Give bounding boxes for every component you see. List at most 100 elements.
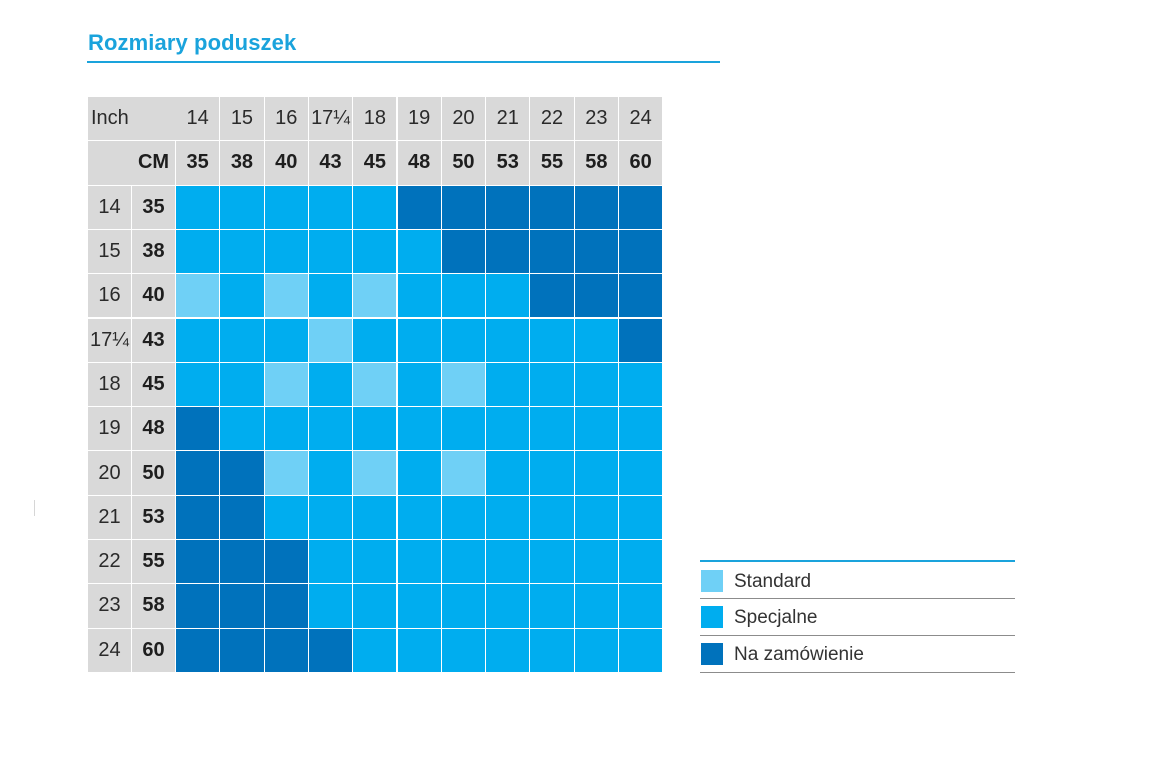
row-header-inch: 15	[88, 229, 132, 275]
size-cell	[397, 628, 442, 673]
column-header-inch: 22	[530, 97, 575, 142]
size-cell	[220, 495, 265, 540]
column-header-cm: 40	[264, 141, 309, 186]
size-cell	[353, 495, 398, 540]
size-cell	[619, 185, 664, 230]
size-cell	[574, 540, 619, 585]
inch-header: Inch	[88, 97, 176, 142]
legend-item-specjalne: Specjalne	[700, 600, 1015, 637]
size-cell	[220, 318, 265, 363]
column-header-cm: 60	[619, 141, 664, 186]
size-cell	[220, 451, 265, 496]
row-header-inch: 14	[88, 185, 132, 230]
column-header-inch: 18	[353, 97, 398, 142]
size-cell	[486, 362, 531, 408]
size-cell	[486, 451, 531, 496]
size-cell	[308, 584, 354, 629]
column-header-inch: 17¼	[308, 97, 354, 142]
size-cell	[441, 362, 487, 408]
size-cell	[264, 451, 309, 496]
size-cell	[486, 274, 531, 319]
column-header-cm: 58	[574, 141, 619, 186]
legend-label-na-zamowienie: Na zamówienie	[734, 644, 864, 665]
size-cell	[619, 229, 664, 275]
size-cell	[574, 451, 619, 496]
size-cell	[441, 407, 487, 452]
size-cell	[574, 628, 619, 673]
size-cell	[176, 362, 221, 408]
size-cell	[353, 451, 398, 496]
size-cell	[530, 451, 575, 496]
column-header-cm: 50	[441, 141, 487, 186]
size-cell	[530, 318, 575, 363]
size-cell	[574, 362, 619, 408]
column-header-cm: 53	[486, 141, 531, 186]
size-cell	[353, 628, 398, 673]
size-cell	[486, 584, 531, 629]
size-cell	[220, 584, 265, 629]
size-cell	[176, 185, 221, 230]
size-cell	[308, 229, 354, 275]
size-cell	[308, 495, 354, 540]
legend-top-rule	[700, 560, 1015, 562]
size-cell	[308, 318, 354, 363]
size-cell	[619, 451, 664, 496]
legend-swatch-specjalne	[701, 606, 723, 628]
size-cell	[397, 540, 442, 585]
size-cell	[353, 540, 398, 585]
size-cell	[264, 628, 309, 673]
cm-header: CM	[132, 141, 176, 186]
size-cell	[220, 229, 265, 275]
size-cell	[176, 274, 221, 319]
size-cell	[530, 584, 575, 629]
size-cell	[220, 407, 265, 452]
size-cell	[486, 185, 531, 230]
size-cell	[397, 318, 442, 363]
size-cell	[397, 362, 442, 408]
legend-rule	[700, 598, 1015, 599]
column-header-cm: 38	[220, 141, 265, 186]
size-cell	[176, 451, 221, 496]
size-cell	[264, 407, 309, 452]
size-cell	[441, 274, 487, 319]
size-cell	[264, 274, 309, 319]
size-cell	[397, 451, 442, 496]
size-cell	[308, 451, 354, 496]
size-cell	[308, 362, 354, 408]
size-cell	[530, 407, 575, 452]
column-header-inch: 21	[486, 97, 531, 142]
size-cell	[530, 185, 575, 230]
header-spacer	[88, 141, 132, 186]
legend-rule	[700, 672, 1015, 673]
column-header-inch: 23	[574, 97, 619, 142]
row-header-inch: 19	[88, 407, 132, 452]
size-cell	[397, 229, 442, 275]
column-header-inch: 16	[264, 97, 309, 142]
row-header-cm: 53	[132, 495, 176, 540]
size-cell	[486, 495, 531, 540]
size-cell	[353, 407, 398, 452]
size-cell	[619, 362, 664, 408]
row-header-inch: 16	[88, 274, 132, 319]
size-cell	[530, 362, 575, 408]
row-header-inch: 22	[88, 540, 132, 585]
size-cell	[619, 584, 664, 629]
size-cell	[353, 229, 398, 275]
size-cell	[264, 362, 309, 408]
size-cell	[441, 229, 487, 275]
size-cell	[619, 628, 664, 673]
row-header-inch: 24	[88, 628, 132, 673]
size-cell	[308, 407, 354, 452]
size-cell	[574, 185, 619, 230]
size-cell	[530, 495, 575, 540]
column-header-inch: 14	[176, 97, 221, 142]
size-cell	[397, 185, 442, 230]
row-header-cm: 38	[132, 229, 176, 275]
row-header-cm: 50	[132, 451, 176, 496]
size-cell	[530, 274, 575, 319]
row-header-cm: 55	[132, 540, 176, 585]
column-header-cm: 43	[308, 141, 354, 186]
row-header-inch: 23	[88, 584, 132, 629]
size-cell	[176, 229, 221, 275]
size-cell	[264, 584, 309, 629]
